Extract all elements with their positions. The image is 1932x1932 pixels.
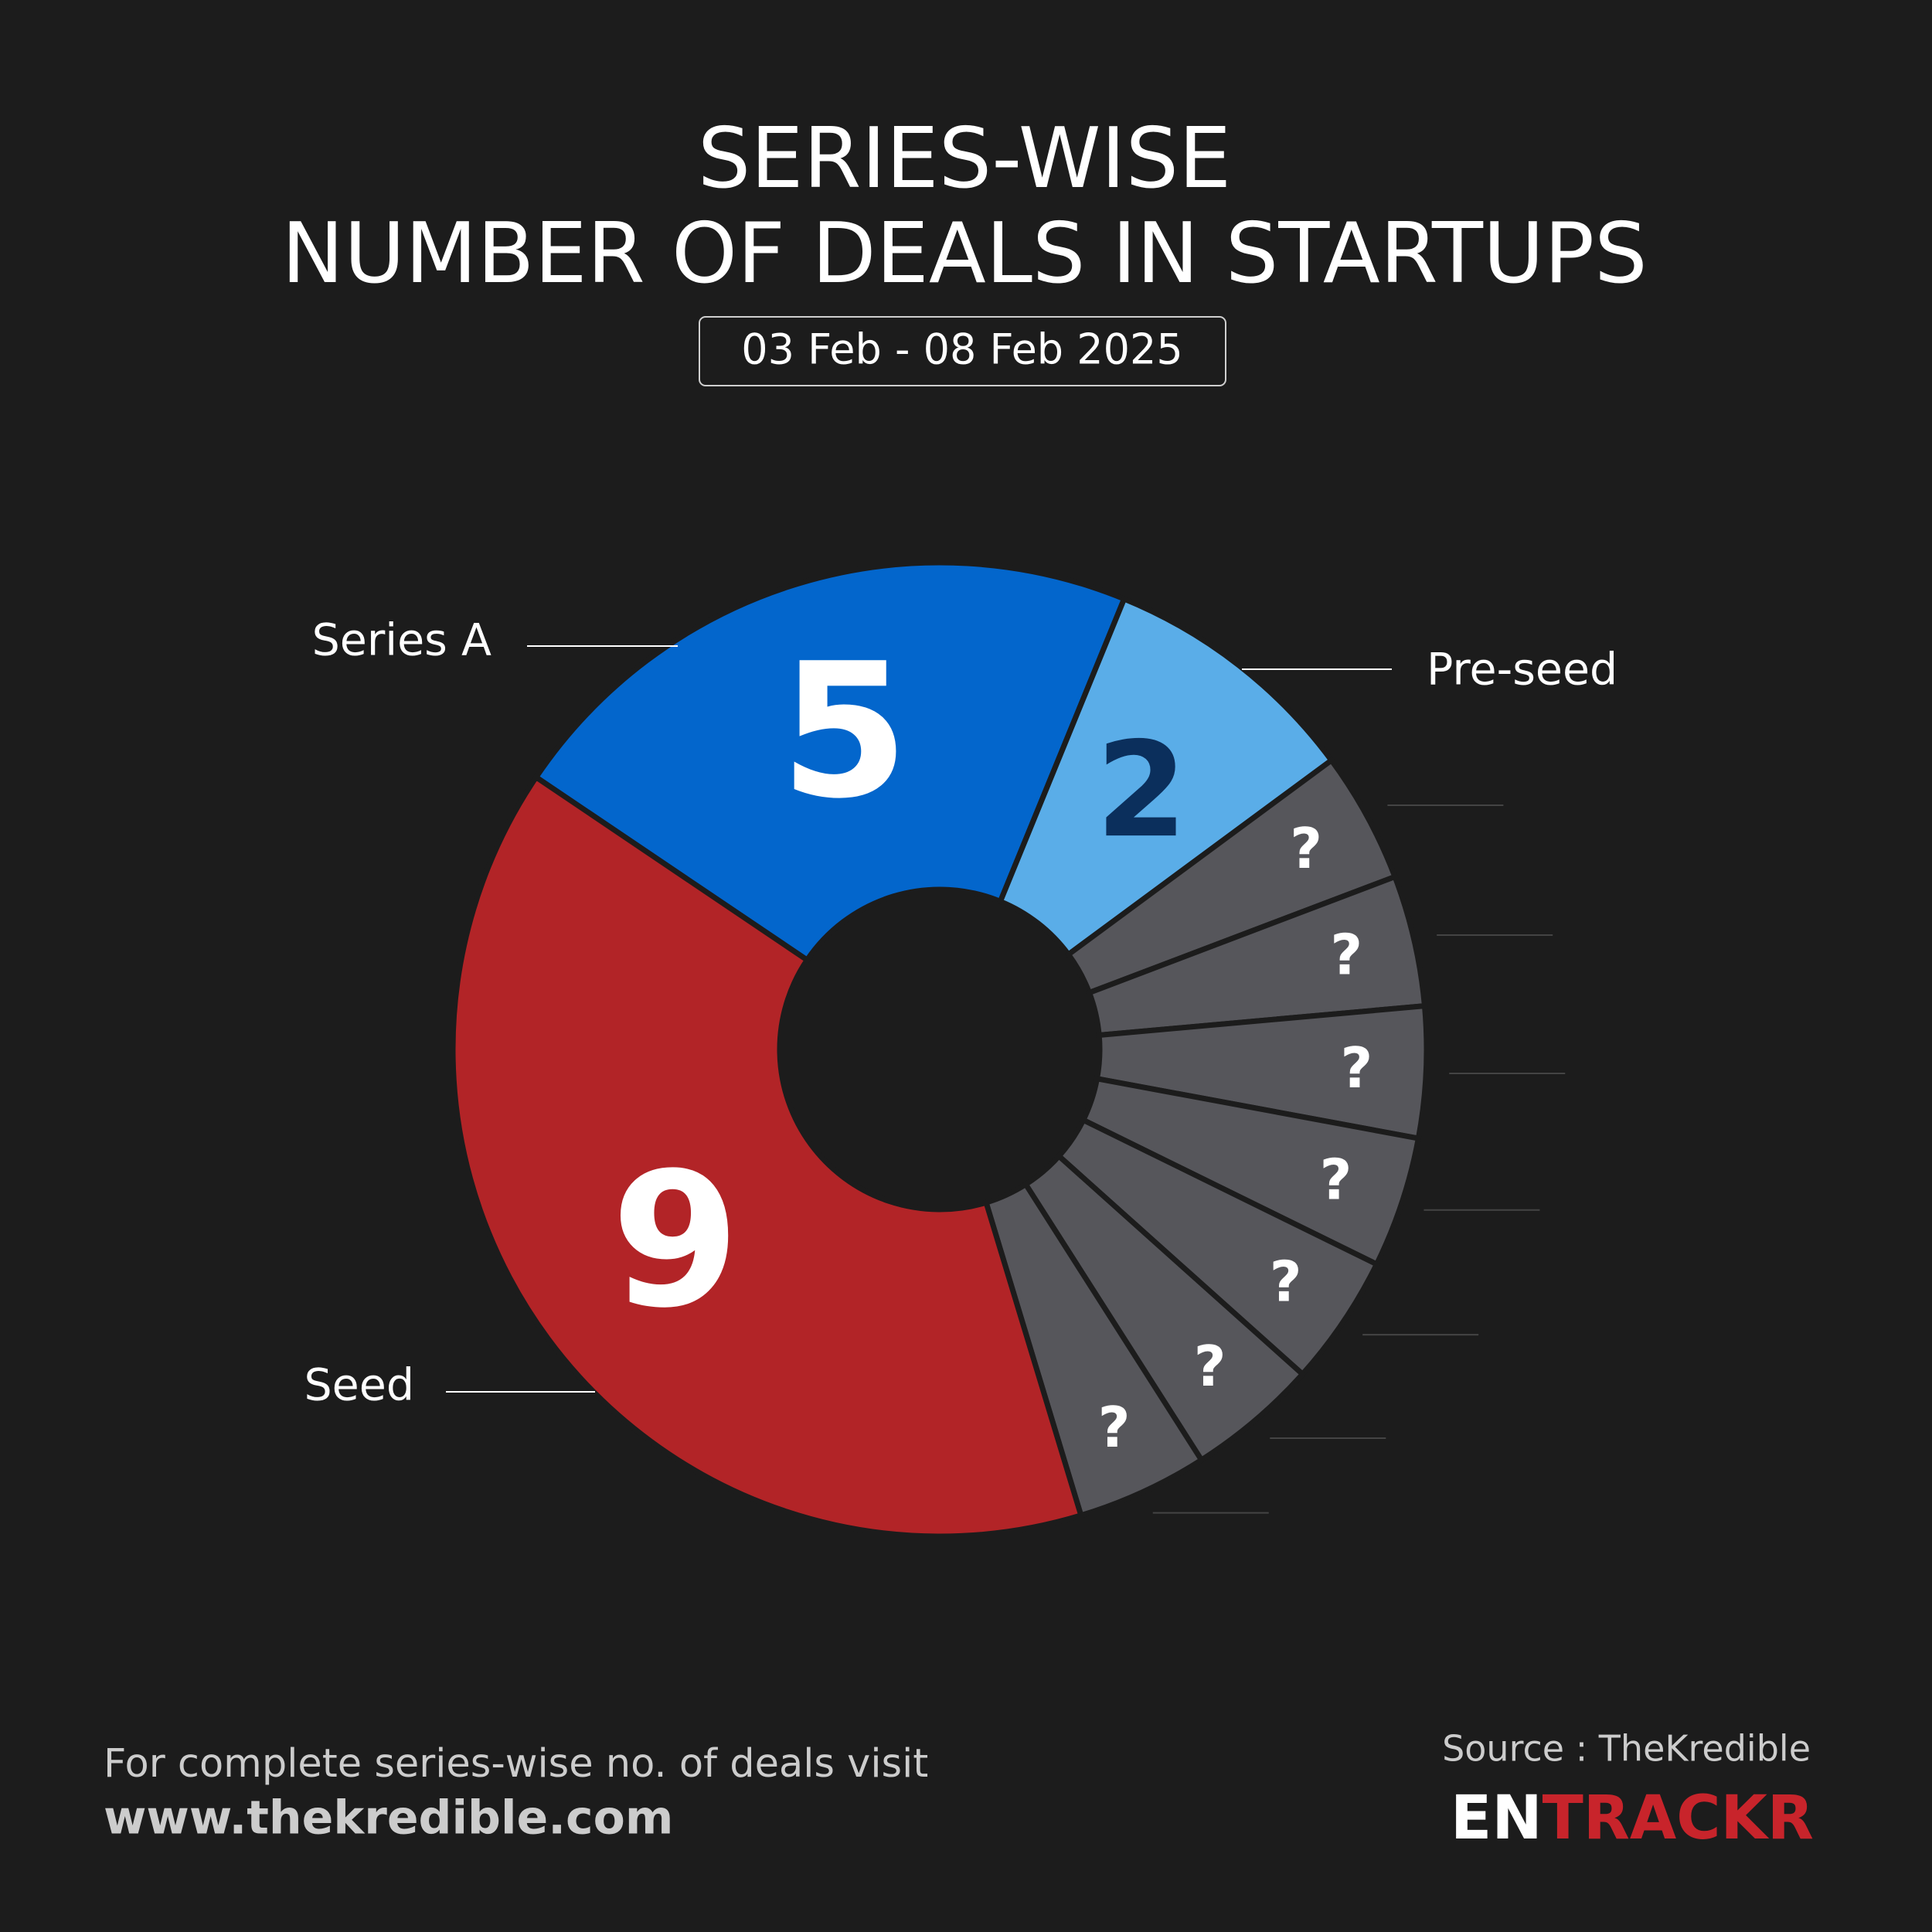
slice-label: Series A <box>312 615 492 666</box>
brand-part: TRACKR <box>1543 1784 1814 1853</box>
value-label: ? <box>1341 1036 1373 1100</box>
value-label: ? <box>1194 1334 1226 1399</box>
footer-url: www.thekredible.com <box>104 1791 673 1845</box>
slice <box>996 595 1335 958</box>
donut: 5 2 ??????? 9 <box>450 560 1566 1539</box>
value-label: 9 <box>611 1132 740 1349</box>
value-label: 2 <box>1096 714 1187 867</box>
slice <box>450 773 1085 1539</box>
value-label: ? <box>1320 1147 1352 1212</box>
brand-logo: ENTRACKR <box>1451 1784 1814 1853</box>
title-line: SERIES-WISE <box>698 111 1232 207</box>
value-label: ? <box>1290 816 1322 881</box>
slice <box>532 560 1128 964</box>
value-label: ? <box>1098 1395 1131 1460</box>
subtitle: 03 Feb - 08 Feb 2025 <box>741 325 1182 374</box>
value-label: ? <box>1330 922 1362 987</box>
source: Source : TheKredible <box>1442 1728 1811 1770</box>
value-label: ? <box>1270 1249 1302 1314</box>
slice-label: Pre-seed <box>1427 645 1617 696</box>
footer-note: For complete series-wise no. of deals vi… <box>104 1741 928 1787</box>
value-label: 5 <box>780 623 909 839</box>
slice-label: Seed <box>304 1360 415 1411</box>
title-line: NUMBER OF DEALS IN STARTUPS <box>281 206 1647 302</box>
date-box <box>699 316 1226 386</box>
brand-part: EN <box>1451 1784 1543 1853</box>
